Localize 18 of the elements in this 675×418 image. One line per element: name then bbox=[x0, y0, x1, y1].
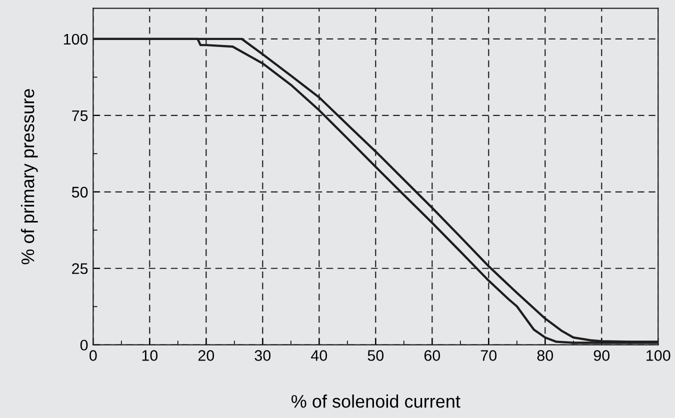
y-tick-label: 75 bbox=[72, 110, 88, 122]
x-axis-title: % of solenoid current bbox=[291, 394, 460, 408]
x-tick-label: 10 bbox=[142, 350, 158, 361]
x-tick-label: 100 bbox=[646, 350, 670, 361]
y-tick-label: 50 bbox=[72, 186, 88, 198]
x-tick-label: 30 bbox=[254, 350, 271, 361]
x-tick-label: 70 bbox=[480, 350, 497, 361]
x-tick-label: 80 bbox=[537, 350, 554, 361]
x-tick-label: 40 bbox=[310, 350, 328, 361]
x-tick-label: 20 bbox=[198, 350, 214, 361]
x-tick-label: 0 bbox=[90, 350, 97, 361]
y-axis-title: % of primary pressure bbox=[20, 89, 38, 264]
y-tick-label: 100 bbox=[64, 34, 88, 45]
x-tick-label: 60 bbox=[424, 350, 440, 361]
x-tick-label: 50 bbox=[368, 350, 384, 361]
y-tick-label: 0 bbox=[80, 340, 88, 351]
y-tick-label: 25 bbox=[72, 263, 88, 274]
x-tick-label: 90 bbox=[594, 350, 610, 361]
